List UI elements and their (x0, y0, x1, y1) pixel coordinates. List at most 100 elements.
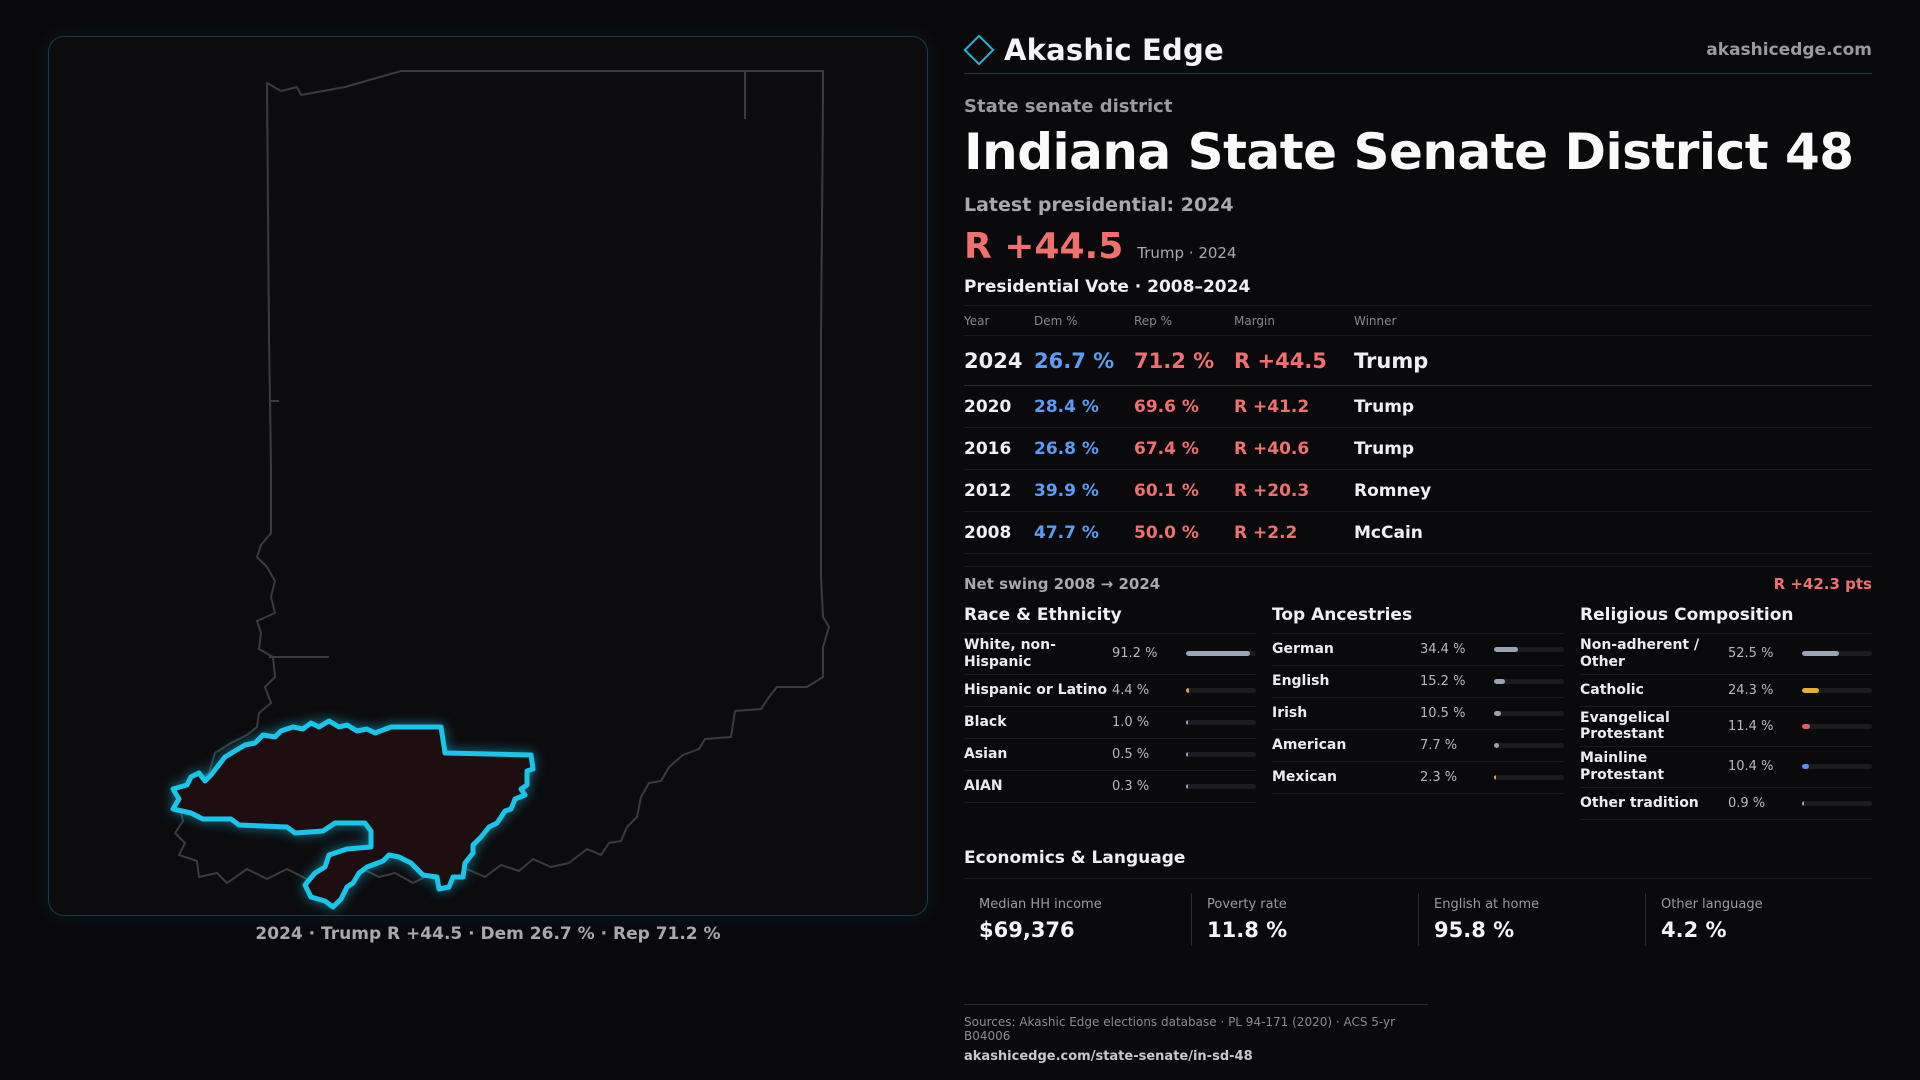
econ-english-at-home: English at home 95.8 % (1418, 892, 1645, 946)
year-cell: 2008 (964, 511, 1034, 554)
econ-value: $69,376 (979, 917, 1075, 942)
share-bar-fill (1494, 775, 1496, 780)
col-winner: Winner (1354, 305, 1872, 336)
brand-url-link[interactable]: akashicedge.com (1706, 39, 1872, 60)
list-item: Non-adherent / Other 52.5 % (1580, 634, 1872, 675)
list-item: AIAN 0.3 % (964, 771, 1256, 803)
list-item: Mainline Protestant 10.4 % (1580, 747, 1872, 788)
share-bar-fill (1186, 687, 1190, 693)
share-bar-fill (1494, 647, 1519, 652)
race-ethnicity-panel: Race & Ethnicity White, non-Hispanic 91.2… (964, 605, 1256, 820)
rep-cell: 69.6 % (1134, 385, 1234, 428)
share-bar (1186, 719, 1256, 725)
dem-cell: 28.4 % (1034, 385, 1134, 428)
ancestries-panel: Top Ancestries German 34.4 % English 15.2 %… (1272, 605, 1564, 820)
share-bar-fill (1186, 651, 1250, 657)
winner-cell: Trump (1354, 385, 1872, 428)
econ-label: Other language (1661, 896, 1763, 912)
net-swing-label: Net swing 2008 → 2024 (964, 575, 1161, 593)
kicker: State senate district (964, 96, 1173, 117)
list-item: Black 1.0 % (964, 707, 1256, 739)
list-item: Asian 0.5 % (964, 739, 1256, 771)
margin-cell: R +40.6 (1234, 427, 1354, 470)
race-ethnicity-title: Race & Ethnicity (964, 605, 1256, 634)
brand[interactable]: Akashic Edge (963, 32, 1224, 67)
latest-presidential-label: Latest presidential: 2024 (964, 194, 1234, 216)
item-label: White, non-Hispanic (964, 637, 1056, 670)
rep-cell: 60.1 % (1134, 469, 1234, 512)
share-bar (1802, 651, 1872, 657)
dem-cell: 26.7 % (1034, 335, 1134, 386)
winner-cell: Trump (1354, 335, 1872, 386)
list-item: Other tradition 0.9 % (1580, 788, 1872, 820)
page-title: Indiana State Senate District 48 (964, 123, 1854, 181)
share-bar (1802, 687, 1872, 693)
presidential-vote-title: Presidential Vote · 2008–2024 (964, 277, 1251, 297)
item-label: Asian (964, 745, 1008, 762)
item-label: American (1272, 737, 1347, 754)
share-bar-fill (1186, 783, 1188, 789)
religion-panel: Religious Composition Non-adherent / Oth… (1580, 605, 1872, 820)
margin-cell: R +44.5 (1234, 335, 1354, 386)
table-row: 2016 26.8 % 67.4 % R +40.6 Trump (964, 427, 1872, 470)
state-outline (174, 70, 830, 884)
item-value: 2.3 % (1420, 770, 1458, 785)
demographics-grid: Race & Ethnicity White, non-Hispanic 91.2… (964, 605, 1872, 820)
item-value: 0.9 % (1728, 795, 1766, 811)
list-item: American 7.7 % (1272, 730, 1564, 762)
share-bar (1186, 783, 1256, 789)
item-value: 15.2 % (1420, 674, 1466, 689)
share-bar-fill (1494, 711, 1502, 716)
list-item: Irish 10.5 % (1272, 698, 1564, 730)
table-header-row: Year Dem % Rep % Margin Winner (964, 305, 1872, 336)
district-48-shape[interactable] (170, 718, 536, 910)
econ-label: English at home (1434, 896, 1540, 912)
brand-header: Akashic Edge akashicedge.com (963, 30, 1872, 74)
list-item: Hispanic or Latino 4.4 % (964, 675, 1256, 707)
share-bar-fill (1802, 651, 1839, 657)
item-value: 4.4 % (1112, 682, 1150, 698)
year-cell: 2020 (964, 385, 1034, 428)
econ-poverty-rate: Poverty rate 11.8 % (1191, 892, 1418, 946)
brand-name: Akashic Edge (1004, 32, 1224, 67)
year-cell: 2024 (964, 335, 1034, 386)
share-bar (1494, 647, 1564, 652)
item-label: Other tradition (1580, 794, 1699, 811)
winner-cell: Trump (1354, 427, 1872, 470)
state-outline-tick (269, 400, 329, 658)
econ-median-income: Median HH income $69,376 (964, 893, 1191, 946)
net-swing-value: R +42.3 pts (1773, 575, 1872, 593)
district-profile: Akashic Edge akashicedge.com State senat… (963, 30, 1872, 1064)
presidential-vote-table: Year Dem % Rep % Margin Winner 2024 26.7 … (964, 305, 1872, 554)
item-value: 91.2 % (1112, 646, 1158, 662)
col-year: Year (964, 305, 1034, 336)
share-bar-fill (1494, 743, 1500, 748)
district-map[interactable] (48, 36, 928, 916)
margin-cell: R +20.3 (1234, 469, 1354, 512)
sources-line: Sources: Akashic Edge elections database… (964, 1014, 1396, 1043)
item-value: 7.7 % (1420, 738, 1458, 753)
item-label: AIAN (964, 777, 1003, 794)
share-bar (1186, 751, 1256, 757)
share-bar-fill (1802, 723, 1810, 729)
ancestries-title: Top Ancestries (1272, 605, 1564, 634)
table-row: 2012 39.9 % 60.1 % R +20.3 Romney (964, 469, 1872, 512)
econ-value: 4.2 % (1661, 917, 1727, 942)
col-margin: Margin (1234, 305, 1354, 336)
item-label: English (1272, 673, 1330, 690)
table-row: 2024 26.7 % 71.2 % R +44.5 Trump (964, 335, 1872, 386)
latest-margin-sub: Trump · 2024 (1137, 244, 1237, 262)
list-item: German 34.4 % (1272, 634, 1564, 666)
latest-margin: R +44.5 (964, 226, 1124, 267)
table-row: 2020 28.4 % 69.6 % R +41.2 Trump (964, 385, 1872, 428)
share-bar (1494, 775, 1564, 780)
share-bar-fill (1802, 687, 1819, 693)
list-item: Mexican 2.3 % (1272, 762, 1564, 794)
item-value: 0.3 % (1112, 778, 1150, 794)
list-item: Catholic 24.3 % (1580, 675, 1872, 707)
econ-label: Median HH income (979, 896, 1102, 912)
dem-cell: 47.7 % (1034, 511, 1134, 554)
item-value: 34.4 % (1420, 642, 1466, 657)
item-label: Irish (1272, 705, 1308, 722)
source-url-link[interactable]: akashicedge.com/state-senate/in-sd-48 (964, 1048, 1253, 1064)
